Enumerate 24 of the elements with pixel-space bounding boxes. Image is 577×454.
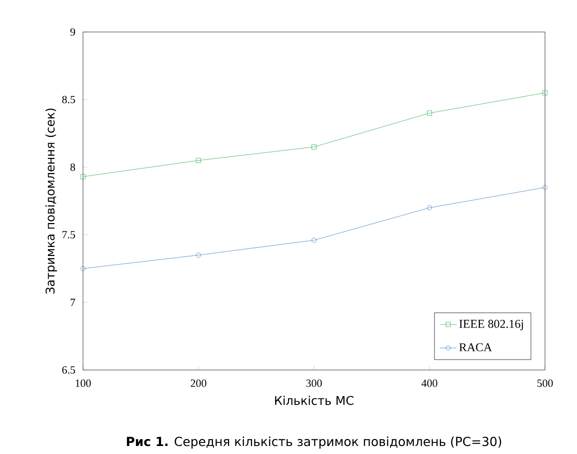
x-axis-title: Кількість МС bbox=[275, 396, 354, 405]
x-tick-label: 500 bbox=[537, 380, 553, 387]
x-tick-label: 300 bbox=[306, 380, 322, 387]
point bbox=[427, 205, 432, 210]
x-tick-label: 200 bbox=[190, 380, 206, 387]
point bbox=[542, 90, 548, 96]
point bbox=[312, 144, 316, 150]
y-tick-label: 6.5 bbox=[62, 366, 76, 374]
y-tick-label: 8.5 bbox=[62, 96, 76, 104]
point bbox=[196, 252, 201, 258]
y-tick-label: 8 bbox=[70, 163, 76, 171]
y-tick-label: 9 bbox=[70, 28, 76, 36]
y-axis-title: Затримка повідомлення (сек) bbox=[45, 108, 57, 294]
x-tick-label: 100 bbox=[76, 380, 91, 387]
point bbox=[312, 238, 316, 243]
point bbox=[80, 174, 86, 180]
legend-label: RACA bbox=[459, 343, 492, 352]
x-tick-label: 400 bbox=[422, 380, 438, 387]
point bbox=[427, 110, 432, 116]
y-tick-label: 7 bbox=[70, 298, 76, 306]
y-tick-label: 7.5 bbox=[62, 231, 76, 238]
point bbox=[196, 158, 201, 163]
legend-label: IEEE 802.16j bbox=[459, 320, 523, 330]
text: Рис 1. Середня кількість затримок повідомлень (PC=30) bbox=[126, 436, 502, 449]
